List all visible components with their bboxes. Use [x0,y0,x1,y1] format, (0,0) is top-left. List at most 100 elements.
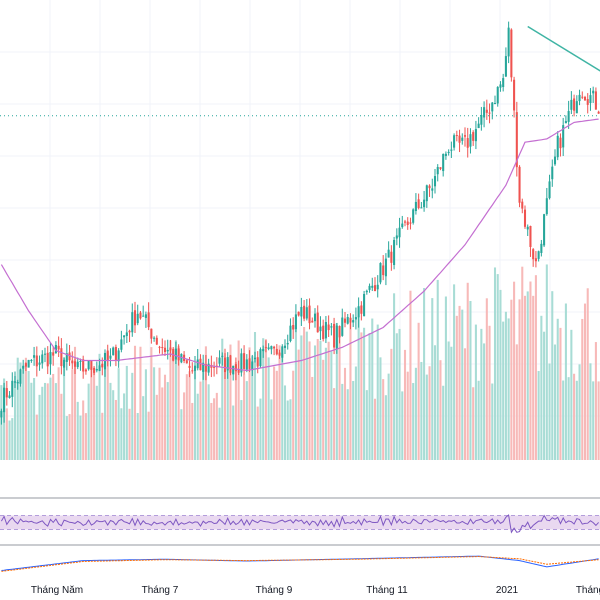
volume-bar [412,383,415,460]
volume-bar [390,348,393,460]
volume-bar [90,367,93,460]
x-tick-label: Tháng 11 [366,585,408,596]
candle-body [283,345,287,348]
volume-bar [158,367,161,460]
volume-bar [444,296,447,460]
volume-bar [204,346,207,460]
volume-bar [349,321,352,460]
volume-bar [333,388,336,460]
candle-body [142,315,145,317]
candle-body [308,305,311,324]
candle-body [493,102,497,104]
volume-bar [322,359,325,460]
candle-body [589,95,592,103]
volume-bar [41,386,44,460]
volume-bar [428,366,431,460]
volume-bar [324,347,327,460]
volume-bar [474,324,477,460]
volume-bar [414,367,417,460]
candle-body [262,349,265,352]
candle-body [343,318,347,323]
candle-body [592,90,595,94]
candle-body [196,359,199,369]
volume-bar [559,327,562,460]
volume-bar [275,370,278,460]
candle-body [398,227,401,238]
volume-bar [365,390,368,460]
volume-bar [319,340,322,460]
candle-body [109,355,112,359]
volume-bar [491,383,494,460]
candle-body [382,265,385,276]
candle-body [60,348,63,367]
volume-bar [597,381,600,460]
volume-bar [35,414,38,460]
volume-bar [218,407,221,460]
volume-bar [84,413,87,460]
volume-bar [586,288,589,460]
candle-body [597,111,600,114]
candle-body [38,362,41,365]
candle-body [223,357,227,373]
volume-bar [139,346,142,460]
volume-bar [248,347,251,460]
candle-body [221,355,224,357]
candle-body [150,328,153,339]
candle-body [278,352,281,356]
volume-bar [483,343,486,460]
volume-bar [223,353,227,460]
candle-body [581,96,584,98]
candle-body [556,135,559,158]
candle-body [578,94,581,102]
candle-body [65,353,68,362]
candle-body [543,214,546,246]
candle-body [455,135,458,137]
candle-body [349,317,352,323]
candle-body [11,380,14,397]
candle-body [453,135,456,148]
volume-bar [253,332,257,460]
volume-bar [335,322,338,460]
volume-bar [202,364,205,460]
volume-bar [128,408,131,460]
volume-bar [243,374,246,460]
candle-body [204,364,207,372]
candle-body [496,86,499,104]
x-tick-label: 2021 [496,585,519,596]
candle-body [515,112,518,168]
volume-bar [308,341,311,460]
volume-bar [305,331,308,460]
signal-line [1,555,599,572]
volume-bar [38,394,41,460]
volume-bar [251,356,254,460]
volume-bar [515,344,518,460]
candle-body [436,167,439,175]
volume-bar [98,353,101,460]
volume-bar [147,411,150,460]
volume-bar [523,295,527,460]
volume-bar [384,395,387,460]
volume-bar [382,379,385,460]
volume-bar [13,375,17,460]
candle-body [292,324,295,330]
candle-body [207,363,210,373]
candle-body [128,330,131,333]
volume-bar [5,408,8,460]
candle-body [46,352,49,367]
volume-bar [289,399,292,460]
volume-bar [82,400,85,460]
volume-bar [267,357,270,460]
candle-body [469,134,472,147]
volume-bar [76,401,79,460]
volume-bar [401,391,404,460]
candle-body [363,293,366,317]
volume-bar [207,384,210,460]
candle-body [395,235,398,239]
candle-body [5,388,8,398]
volume-bar [537,371,540,460]
candle-body [594,91,597,110]
volume-bar [33,378,36,460]
candle-body [8,395,11,398]
